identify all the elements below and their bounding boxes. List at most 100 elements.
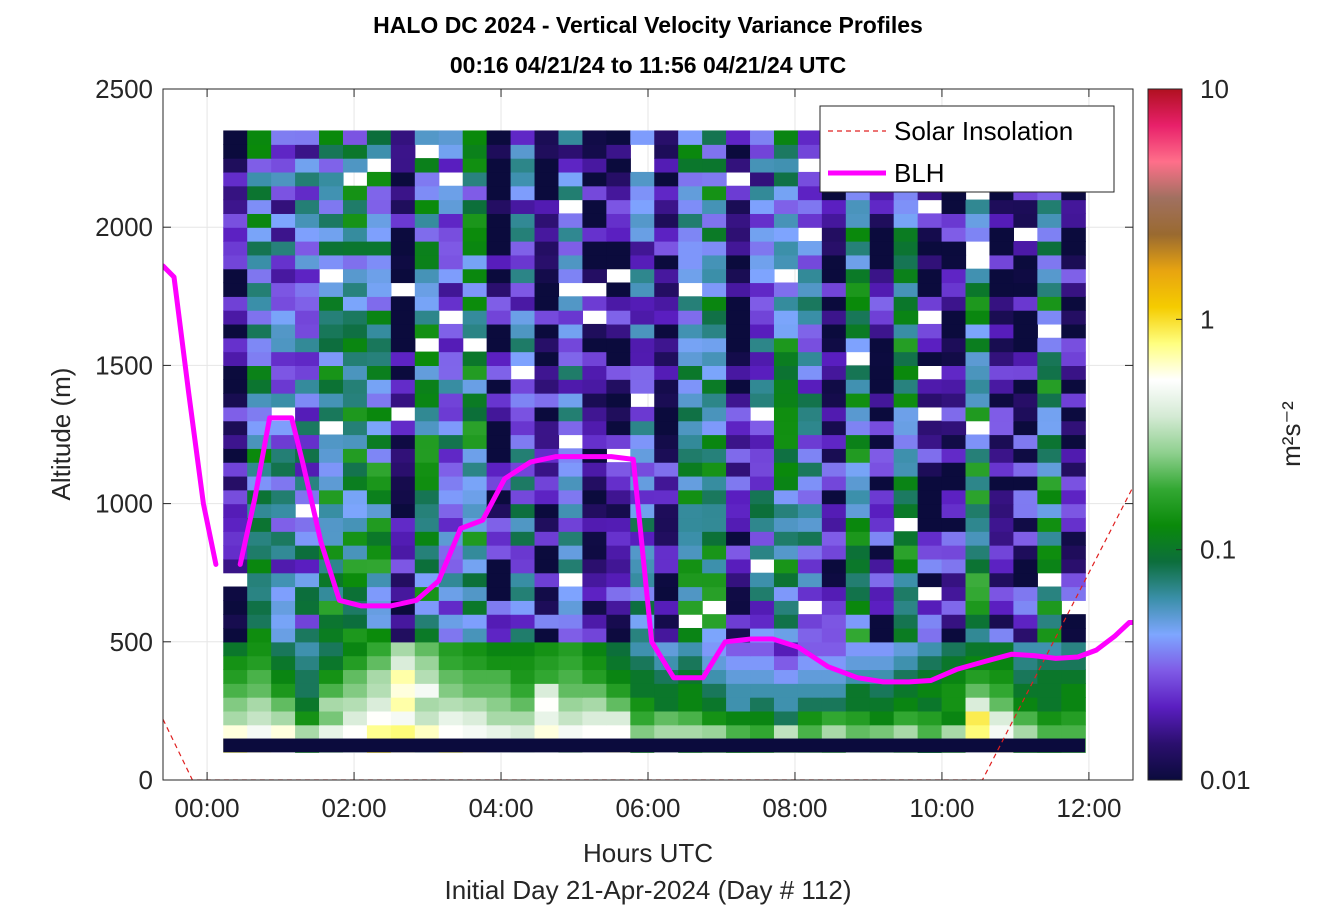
heatmap-cell (342, 323, 368, 339)
heatmap-cell (342, 310, 368, 325)
heatmap-cell (582, 365, 607, 380)
heatmap-cell (510, 724, 536, 740)
heatmap-cell (438, 351, 464, 366)
heatmap-cell (654, 323, 679, 339)
heatmap-cell (510, 199, 536, 214)
heatmap-cell (965, 475, 991, 491)
heatmap-cell (438, 489, 464, 505)
heatmap-cell (773, 337, 799, 353)
heatmap-cell (271, 282, 296, 297)
heatmap-cell (295, 241, 320, 256)
heatmap-cell (821, 213, 847, 228)
heatmap-cell (606, 282, 631, 297)
heatmap-cell (223, 351, 248, 366)
heatmap-cell (965, 600, 991, 615)
heatmap-cell (989, 683, 1014, 698)
heatmap-cell (773, 531, 799, 546)
heatmap-cell (1037, 420, 1062, 436)
heatmap-cell (917, 489, 943, 505)
heatmap-cell (1013, 213, 1038, 228)
heatmap-cell (342, 697, 368, 712)
heatmap-cell (989, 241, 1014, 256)
heatmap-cell (726, 158, 751, 173)
heatmap-cell (678, 724, 703, 740)
heatmap-cell (821, 227, 847, 242)
heatmap-cell (654, 572, 679, 588)
heatmap-cell (821, 697, 847, 712)
heatmap-cell (989, 393, 1014, 408)
heatmap-cell (582, 268, 607, 284)
heatmap-cell (726, 655, 751, 671)
heatmap-cell (941, 268, 967, 284)
heatmap-cell (678, 545, 703, 560)
heatmap-cell (486, 282, 512, 297)
heatmap-cell (438, 683, 464, 698)
heatmap-cell (558, 697, 584, 712)
heatmap-cell (223, 669, 248, 684)
heatmap-cell (606, 241, 631, 256)
heatmap-cell (1061, 254, 1086, 270)
heatmap-cell (678, 489, 703, 505)
heatmap-cell (654, 254, 679, 270)
y-tick-label: 1000 (95, 489, 153, 519)
heatmap-cell (1037, 310, 1062, 325)
heatmap-cell (223, 227, 248, 242)
heatmap-cell (462, 641, 488, 657)
heatmap-cell (1061, 296, 1086, 311)
heatmap-cell (247, 406, 272, 422)
chart-title-line2: 00:16 04/21/24 to 11:56 04/21/24 UTC (450, 52, 846, 78)
heatmap-cell (582, 254, 607, 270)
heatmap-cell (654, 393, 679, 408)
heatmap-cell (342, 462, 368, 477)
heatmap-cell (438, 503, 464, 519)
heatmap-cell (678, 434, 703, 449)
heatmap-cell (989, 531, 1014, 546)
heatmap-cell (606, 199, 631, 214)
heatmap-cell (1061, 489, 1086, 505)
heatmap-cell (750, 254, 775, 270)
heatmap-cell (223, 697, 248, 712)
heatmap-cell (390, 158, 416, 173)
heatmap-cell (726, 697, 751, 712)
heatmap-cell (821, 337, 847, 353)
heatmap-cell (271, 475, 296, 491)
heatmap-cell (510, 710, 536, 726)
heatmap-cell (247, 655, 272, 671)
colorbar-tick-label: 1 (1200, 304, 1214, 334)
heatmap-cell (510, 337, 536, 353)
heatmap-cell (223, 710, 248, 726)
heatmap-cell (414, 683, 440, 698)
heatmap-cell (534, 241, 560, 256)
heatmap-cell (319, 282, 344, 297)
heatmap-cell (702, 489, 727, 505)
heatmap-cell (295, 171, 320, 187)
heatmap-cell (869, 517, 895, 532)
heatmap-cell (941, 558, 967, 574)
heatmap-cell (582, 669, 607, 684)
heatmap-cell (630, 351, 655, 366)
heatmap-cell (893, 434, 919, 449)
heatmap-cell (247, 296, 272, 311)
heatmap-cell (821, 558, 847, 574)
heatmap-cell (510, 379, 536, 394)
heatmap-cell (630, 724, 655, 740)
heatmap-cell (462, 462, 488, 477)
heatmap-cell (342, 475, 368, 491)
heatmap-cell (893, 489, 919, 505)
heatmap-cell (989, 558, 1014, 574)
heatmap-cell (342, 683, 368, 698)
heatmap-cell (1013, 683, 1038, 698)
heatmap-cell (295, 600, 320, 615)
heatmap-cell (271, 586, 296, 601)
heatmap-cell (582, 489, 607, 505)
heatmap-cell (845, 241, 871, 256)
heatmap-cell (247, 199, 272, 214)
heatmap-cell (319, 655, 344, 671)
heatmap-cell (1061, 669, 1086, 684)
heatmap-cell (726, 489, 751, 505)
heatmap-cell (630, 503, 655, 519)
heatmap-cell (941, 586, 967, 601)
heatmap-cell (1037, 462, 1062, 477)
heatmap-cell (295, 282, 320, 297)
heatmap-cell (773, 669, 799, 684)
